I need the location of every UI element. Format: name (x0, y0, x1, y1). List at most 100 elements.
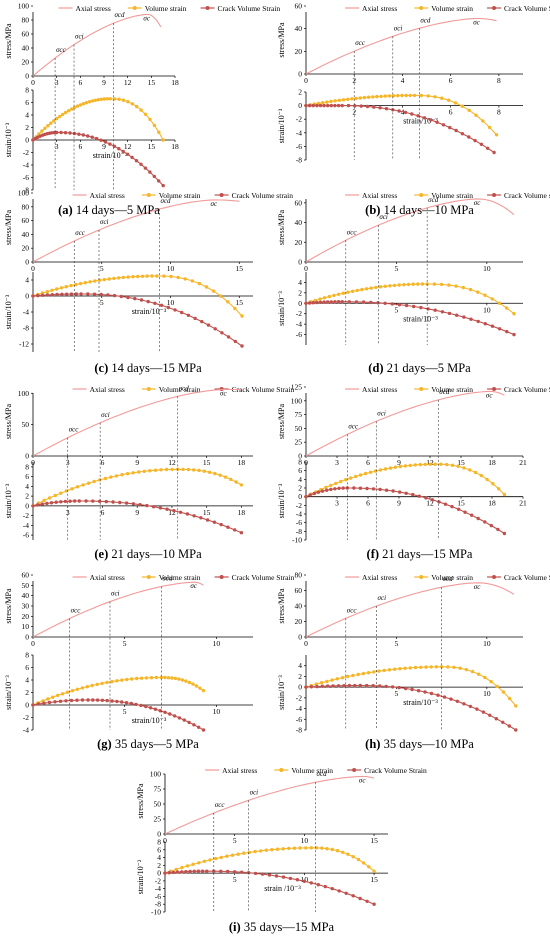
sigma-marker-label: σcc (348, 422, 359, 430)
crack-volume-strain-point (312, 491, 316, 496)
top-y-tick-label: 0 (298, 452, 302, 461)
volume-strain-point (219, 294, 223, 298)
crack-volume-strain-point (100, 698, 105, 702)
volume-strain-point (135, 104, 139, 109)
volume-strain-point (413, 463, 417, 467)
volume-strain-point (113, 97, 117, 101)
volume-strain-point (154, 675, 159, 680)
volume-strain-point (349, 476, 353, 480)
volume-strain-point (121, 275, 126, 280)
volume-strain-point (408, 666, 412, 670)
top-y-label: stress/MPa (277, 22, 286, 58)
volume-strain-point (80, 686, 85, 690)
crack-volume-strain-point (404, 491, 408, 495)
volume-strain-point (197, 468, 201, 473)
bottom-x-tick-label: 10 (167, 298, 175, 307)
volume-strain-point (176, 275, 180, 280)
crack-volume-strain-point (69, 292, 74, 296)
bottom-y-label: strain/10⁻³ (277, 483, 286, 518)
top-y-tick-label: 40 (22, 591, 30, 600)
sigma-marker-label: σci (250, 788, 259, 796)
crack-volume-strain-point (398, 490, 402, 494)
volume-strain-point (46, 124, 50, 128)
legend-marker-crack (492, 193, 497, 197)
legend-label-axial: Axial stress (76, 4, 111, 13)
sigma-marker-label: σcc (347, 606, 358, 614)
caption-text: 21 days—5 MPa (383, 361, 471, 375)
volume-strain-point (226, 300, 230, 304)
bottom-y-tick-label: -10 (292, 536, 302, 545)
crack-volume-strain-point (315, 684, 319, 689)
bottom-y-tick-label: 0 (298, 492, 302, 501)
bottom-y-label: strain/10⁻³ (277, 108, 286, 143)
volume-strain-point (433, 95, 437, 99)
bottom-y-label: strain/10⁻³ (277, 291, 286, 326)
top-y-tick-label: 75 (154, 785, 162, 794)
top-y-tick-label: 100 (150, 770, 162, 779)
crack-volume-strain-point (347, 300, 351, 304)
volume-strain-point (126, 100, 130, 104)
bottom-y-tick-label: 6 (157, 845, 161, 854)
volume-strain-point (93, 98, 98, 103)
volume-strain-point (102, 277, 107, 282)
volume-strain-point (468, 287, 473, 292)
volume-strain-point (140, 274, 145, 278)
top-x-tick-label: 4 (401, 76, 405, 85)
caption-f: (f) 21 days—15 MPa (290, 547, 550, 562)
sigma-marker-label: σcc (75, 229, 86, 237)
crack-volume-strain-point (419, 305, 423, 310)
volume-strain-point (368, 470, 373, 474)
volume-strain-point (211, 289, 216, 293)
bottom-y-tick-label: 4 (25, 482, 29, 491)
crack-volume-strain-point (463, 510, 467, 514)
bottom-y-tick-label: 4 (298, 475, 302, 484)
legend-marker-crack (219, 193, 224, 197)
crack-volume-strain-point (309, 685, 314, 689)
sigma-c-label: σc (473, 18, 480, 26)
bottom-y-tick-label: 2 (298, 672, 302, 681)
sigma-marker-label: σci (377, 409, 386, 417)
bottom-x-tick-label: 18 (238, 508, 246, 517)
bottom-y-tick-label: -2 (296, 309, 302, 318)
volume-strain-point (190, 279, 194, 283)
crack-volume-strain-point (397, 109, 401, 113)
sigma-marker-label: σcc (71, 606, 82, 614)
bottom-x-tick-label: 12 (168, 508, 176, 517)
sigma-marker-label: σcd (420, 16, 431, 24)
volume-strain-point (439, 665, 444, 669)
crack-volume-strain-point (447, 311, 452, 316)
bottom-y-tick-label: 8 (25, 651, 29, 660)
volume-strain-point (105, 97, 110, 101)
top-y-tick-label: 40 (295, 602, 303, 611)
axial-stress-line (32, 581, 204, 638)
volume-strain-point (150, 274, 154, 278)
crack-volume-strain-point (59, 500, 63, 504)
volume-strain-point (340, 676, 345, 680)
bottom-x-tick-label: 5 (123, 707, 127, 716)
volume-strain-point (392, 283, 397, 288)
volume-strain-point (346, 290, 350, 294)
volume-strain-point (159, 675, 163, 680)
crack-volume-strain-point (157, 179, 161, 183)
volume-strain-point (139, 676, 144, 680)
bottom-x-tick-label: 10 (213, 707, 221, 716)
volume-strain-point (219, 855, 223, 860)
top-y-tick-label: 75 (295, 410, 303, 419)
volume-strain-point (270, 848, 274, 852)
volume-strain-point (247, 850, 252, 855)
sigma-marker-label: σci (75, 33, 84, 41)
crack-volume-strain-point (94, 136, 99, 141)
caption-letter: (h) (365, 737, 381, 751)
volume-strain-point (452, 665, 456, 669)
volume-strain-point (87, 481, 91, 485)
volume-strain-point (485, 477, 489, 482)
volume-strain-point (135, 676, 139, 681)
crack-volume-strain-point (163, 710, 167, 714)
top-y-label: stress/MPa (4, 588, 13, 624)
crack-volume-strain-point (331, 684, 335, 688)
bottom-x-label: strain /10⁻³ (264, 884, 301, 893)
crack-volume-strain-point (514, 728, 518, 732)
crack-volume-strain-point (267, 873, 272, 877)
crack-volume-strain-point (35, 503, 40, 507)
volume-strain-point (180, 865, 184, 870)
